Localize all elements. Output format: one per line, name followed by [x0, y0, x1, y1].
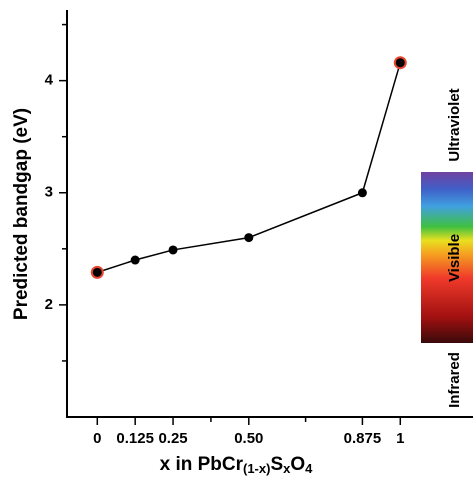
point: [168, 245, 178, 255]
x-axis-label-part: 4: [305, 461, 313, 476]
point: [395, 58, 405, 68]
y-tick-label: 4: [45, 72, 54, 89]
point: [130, 255, 140, 265]
x-tick-label: 0.25: [158, 430, 187, 447]
x-axis-label-part: S: [270, 454, 283, 475]
point: [92, 267, 102, 277]
y-axis-label: Predicted bandgap (eV): [11, 108, 32, 320]
spectrum-bar: [421, 172, 473, 343]
x-axis-label-part: x in PbCr: [160, 454, 244, 475]
x-axis-label-part: x: [283, 461, 291, 476]
x-tick-label: 0: [93, 430, 101, 447]
y-tick-label: 2: [45, 296, 53, 313]
x-axis-label-part: (1-x): [243, 461, 270, 476]
x-axis-label: x in PbCr(1-x)SxO4: [160, 454, 314, 476]
annotation: Visible: [446, 234, 463, 282]
x-tick-label: 1: [396, 430, 404, 447]
point: [357, 188, 367, 198]
point: [244, 233, 254, 243]
line: [97, 62, 402, 274]
annotation: Ultraviolet: [446, 88, 463, 161]
x-axis-label-part: O: [290, 454, 305, 475]
y-tick-label: 3: [45, 184, 53, 201]
x-tick-label: 0.50: [234, 430, 263, 447]
x-tick-label: 0.875: [344, 430, 382, 447]
annotation: Infrared: [446, 352, 463, 408]
x-tick-label: 0.125: [116, 430, 154, 447]
